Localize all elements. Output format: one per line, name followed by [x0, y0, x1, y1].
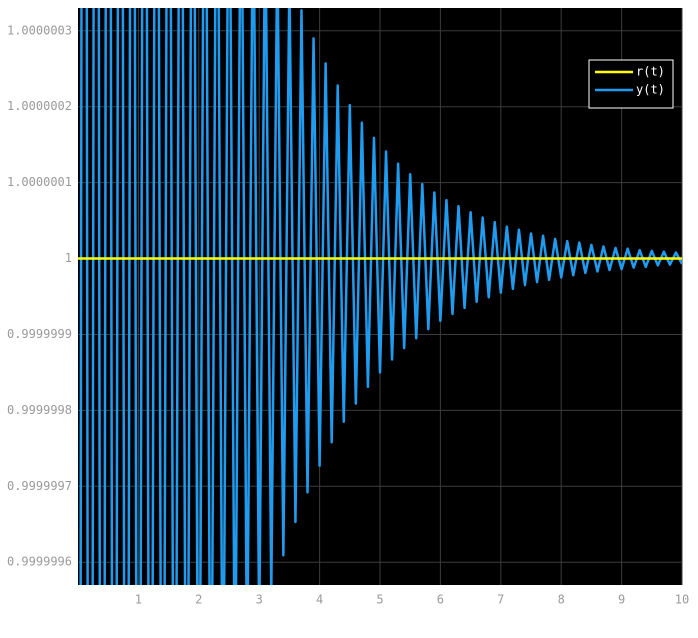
y-tick-label: 0.9999997 — [7, 479, 72, 493]
legend-box — [588, 59, 674, 109]
y-tick-label: 1.0000001 — [7, 175, 72, 189]
y-tick-label: 1.0000002 — [7, 99, 72, 113]
x-tick-label: 10 — [675, 593, 689, 607]
x-tick-label: 2 — [195, 593, 202, 607]
legend: r(t) y(t) — [588, 59, 674, 109]
x-tick-label: 7 — [497, 593, 504, 607]
y-tick-label: 0.9999998 — [7, 403, 72, 417]
legend-label: r(t) — [636, 65, 665, 79]
x-tick-label: 9 — [618, 593, 625, 607]
series-line — [79, 8, 682, 585]
x-tick-label: 5 — [376, 593, 383, 607]
y-tick-label: 1.0000003 — [7, 23, 72, 37]
legend-label: y(t) — [636, 83, 665, 97]
x-tick-label: 8 — [558, 593, 565, 607]
y-tick-label: 0.9999996 — [7, 555, 72, 569]
plot-lines — [78, 8, 682, 585]
x-tick-label: 3 — [256, 593, 263, 607]
x-tick-label: 4 — [316, 593, 323, 607]
x-tick-label: 1 — [135, 593, 142, 607]
tick-labels: 0.9999996 0.9999997 0.9999998 0.9999999 1 1.0… — [7, 23, 689, 606]
y-tick-label: 0.9999999 — [7, 327, 72, 341]
y-tick-label: 1 — [65, 251, 72, 265]
x-tick-label: 6 — [437, 593, 444, 607]
